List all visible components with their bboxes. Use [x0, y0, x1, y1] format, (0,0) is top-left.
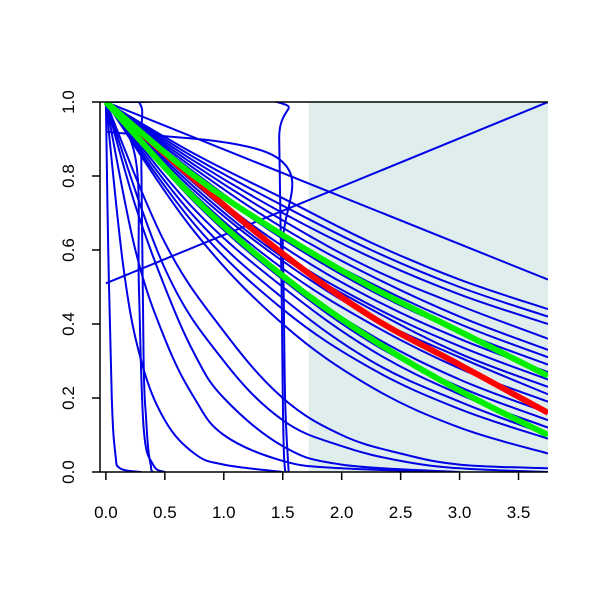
curve-6	[105, 102, 548, 351]
y-tick-label: 0.2	[59, 386, 78, 410]
x-tick-label: 1.5	[271, 503, 295, 522]
curve-20	[104, 102, 548, 470]
curve-18	[105, 102, 548, 440]
curve-26	[105, 102, 165, 472]
curve-5	[105, 102, 548, 340]
curve-3	[105, 102, 548, 318]
y-axis-ticks: 0.0 0.2 0.4 0.6 0.8 1.0	[59, 90, 100, 484]
curve-4	[105, 102, 548, 325]
curve-22	[104, 102, 460, 472]
x-axis-ticks: 0.0 0.5 1.0 1.5 2.0 2.5 3.0 3.5	[94, 472, 530, 522]
x-tick-label: 3.0	[448, 503, 472, 522]
x-tick-label: 2.0	[330, 503, 354, 522]
curve-0	[105, 102, 548, 281]
highlight-curves-layer	[103, 102, 548, 438]
x-tick-label: 2.5	[389, 503, 413, 522]
y-tick-label: 0.0	[59, 460, 78, 484]
curve-1	[105, 102, 548, 285]
curve-29	[105, 130, 294, 472]
x-tick-label: 0.5	[153, 503, 177, 522]
curve-2	[105, 102, 548, 311]
y-tick-label: 1.0	[59, 90, 78, 114]
curve-23	[104, 102, 460, 472]
curve-27	[105, 102, 166, 472]
curve-19	[105, 102, 548, 455]
curve-12	[105, 102, 548, 396]
x-tick-label: 1.0	[212, 503, 236, 522]
curve-17	[105, 102, 548, 436]
y-tick-label: 0.8	[59, 164, 78, 188]
curve-25	[104, 102, 142, 472]
curve-24	[104, 102, 283, 472]
highlight-curve-32	[103, 102, 548, 438]
x-tick-label: 0.0	[94, 503, 118, 522]
highlight-curve-31	[103, 102, 548, 379]
y-tick-label: 0.4	[59, 312, 78, 336]
curve-28	[105, 102, 290, 472]
x-tick-label: 3.5	[507, 503, 531, 522]
y-tick-label: 0.6	[59, 238, 78, 262]
